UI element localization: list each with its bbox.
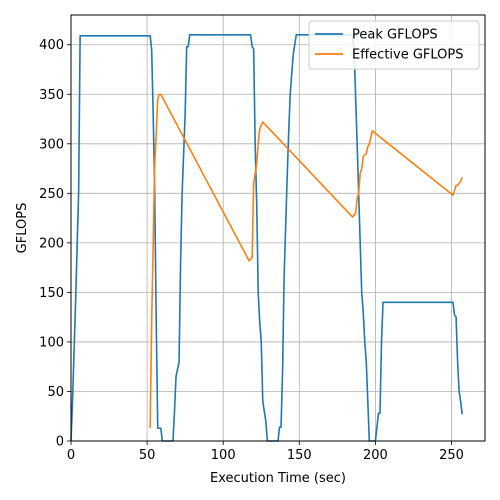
x-tick-label: 250 (439, 448, 464, 463)
y-tick-label: 400 (39, 38, 64, 53)
y-tick-label: 100 (39, 335, 64, 350)
y-ticks: 0 50 100 150 200 250 300 350 400 (39, 38, 71, 450)
y-tick-label: 200 (39, 236, 64, 251)
x-tick-label: 150 (287, 448, 312, 463)
plot-frame (70, 14, 486, 442)
legend: Peak GFLOPS Effective GFLOPS (308, 20, 480, 70)
y-tick-label: 350 (39, 88, 64, 103)
x-tick-label: 50 (139, 448, 156, 463)
legend-box (308, 20, 480, 70)
series-line-effective-gflops (149, 93, 463, 429)
y-axis-label: GFLOPS (15, 203, 30, 254)
x-tick-label: 0 (67, 448, 75, 463)
x-ticks: 0 50 100 150 200 250 (67, 441, 464, 463)
y-tick-label: 300 (39, 137, 64, 152)
y-tick-label: 0 (56, 435, 64, 450)
legend-entry: Peak GFLOPS (352, 28, 438, 43)
y-tick-label: 250 (39, 187, 64, 202)
x-axis-label: Execution Time (sec) (210, 471, 346, 486)
grid (70, 15, 485, 442)
x-tick-label: 200 (363, 448, 388, 463)
y-tick-label: 50 (47, 385, 64, 400)
y-tick-label: 150 (39, 286, 64, 301)
x-tick-label: 100 (211, 448, 236, 463)
series-layer (70, 34, 463, 442)
legend-entry: Effective GFLOPS (352, 48, 464, 63)
series-line-peak-gflops (70, 34, 463, 442)
